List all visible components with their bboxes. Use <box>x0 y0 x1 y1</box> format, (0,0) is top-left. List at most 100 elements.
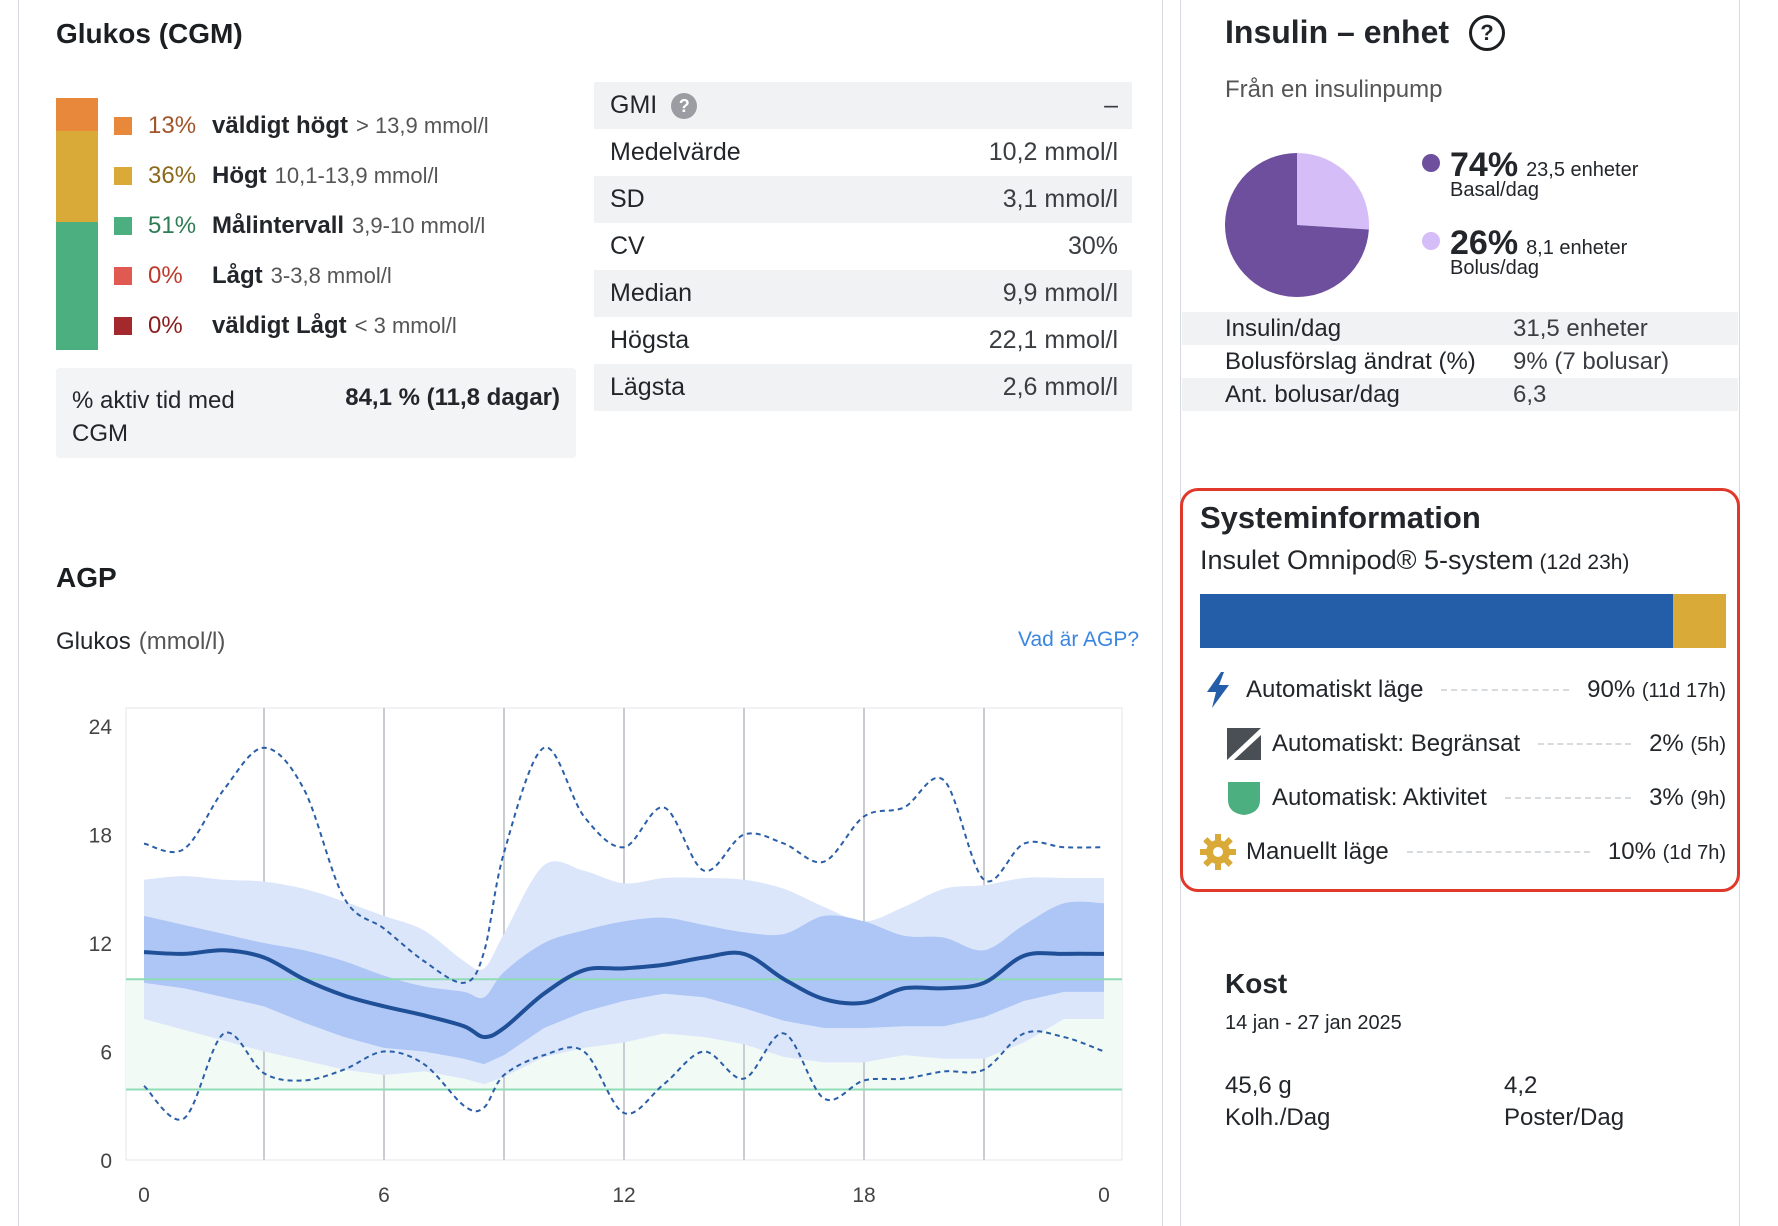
y-tick-label: 0 <box>100 1150 112 1173</box>
tir-row-very-high: 13% väldigt högt > 13,9 mmol/l <box>114 106 489 146</box>
insulin-row-value: 6,3 <box>1513 380 1547 408</box>
series-p95 <box>143 746 1105 984</box>
mode-share-bar <box>1200 594 1726 648</box>
mode-pct: 10% <box>1607 838 1656 865</box>
target-pct: 51% <box>148 212 197 239</box>
mode-row-manual: Manuellt läge 10% (1d 7h) <box>1200 830 1726 874</box>
mode-bar-manual <box>1673 594 1726 648</box>
system-device: Insulet Omnipod® 5-system (12d 23h) <box>1200 545 1629 576</box>
stat-value: 10,2 mmol/l <box>988 138 1118 166</box>
x-tick-label: 0 <box>138 1184 150 1207</box>
insulin-row: Ant. bolusar/dag 6,3 <box>1182 378 1738 411</box>
tir-segment-very-high <box>56 98 98 131</box>
very-high-range: > 13,9 mmol/l <box>355 113 489 138</box>
very-low-pct: 0% <box>148 312 183 339</box>
system-device-name: Insulet Omnipod® 5-system <box>1200 545 1534 575</box>
bolus-label: Bolus/dag <box>1450 257 1539 279</box>
stat-label: Median <box>610 279 692 307</box>
stat-value: 22,1 mmol/l <box>988 326 1118 354</box>
stat-label: Högsta <box>610 326 690 354</box>
stat-value: 30% <box>1067 232 1118 260</box>
insulin-row: Insulin/dag 31,5 enheter <box>1182 312 1738 345</box>
low-range: 3-3,8 mmol/l <box>270 263 392 288</box>
stat-label: Medelvärde <box>610 138 741 166</box>
y-tick-label: 24 <box>89 716 113 739</box>
high-swatch <box>114 167 132 185</box>
target-label: Målintervall <box>212 212 345 239</box>
stat-value: – <box>1104 91 1118 119</box>
high-label: Högt <box>212 162 267 189</box>
band-25-75 <box>144 901 1104 1065</box>
entries-stat: 4,2 Poster/Dag <box>1504 1070 1624 1134</box>
stat-value: 3,1 mmol/l <box>1002 185 1118 213</box>
stat-row-cv: CV 30% <box>594 223 1132 270</box>
series-p5 <box>143 1030 1105 1121</box>
stat-row-mean: Medelvärde 10,2 mmol/l <box>594 129 1132 176</box>
stat-label: SD <box>610 185 645 213</box>
high-range: 10,1-13,9 mmol/l <box>274 163 439 188</box>
low-pct: 0% <box>148 262 183 289</box>
system-duration: (12d 23h) <box>1539 551 1630 574</box>
pie-slice-basal <box>1225 153 1369 297</box>
tir-row-target: 51% Målintervall 3,9-10 mmol/l <box>114 206 485 246</box>
very-high-pct: 13% <box>148 112 197 139</box>
basal-legend: 74% 23,5 enheter Basal/dag <box>1422 146 1638 202</box>
system-info-title: Systeminformation <box>1200 500 1481 535</box>
mode-leader <box>1504 797 1632 799</box>
mode-leader <box>1406 851 1590 853</box>
agp-chart: 0 6 12 18 24 0 6 12 18 0 <box>89 707 1123 1207</box>
help-icon[interactable]: ? <box>671 93 698 120</box>
tir-row-high: 36% Högt 10,1-13,9 mmol/l <box>114 156 439 196</box>
basal-dot <box>1422 154 1440 172</box>
very-high-label: väldigt högt <box>212 112 348 139</box>
agp-ylabel: Glukos <box>56 628 131 655</box>
low-label: Lågt <box>212 262 263 289</box>
insulin-row-value: 31,5 enheter <box>1513 314 1648 342</box>
target-range: 3,9-10 mmol/l <box>352 213 486 238</box>
x-tick-label: 0 <box>1098 1184 1110 1207</box>
bolus-pct: 26% <box>1450 224 1519 262</box>
glucose-stats-table: GMI? – Medelvärde 10,2 mmol/l SD 3,1 mmo… <box>594 82 1132 411</box>
agp-axis-title: Glukos (mmol/l) <box>56 628 225 656</box>
insulin-subtitle: Från en insulinpump <box>1225 76 1443 103</box>
very-high-swatch <box>114 117 132 135</box>
insulin-row-label: Insulin/dag <box>1225 314 1342 342</box>
tir-segment-target <box>56 222 98 350</box>
very-low-swatch <box>114 317 132 335</box>
stat-label: GMI <box>610 91 658 119</box>
stat-value: 9,9 mmol/l <box>1002 279 1118 307</box>
entries-value: 4,2 <box>1504 1072 1538 1099</box>
diet-title: Kost <box>1225 968 1288 999</box>
cgm-active-box: % aktiv tid med CGM 84,1 % (11,8 dagar) <box>56 368 576 458</box>
tir-segment-high <box>56 131 98 222</box>
cgm-active-value: 84,1 % (11,8 dagar) <box>345 384 560 411</box>
stat-label: CV <box>610 232 645 260</box>
glucose-title: Glukos (CGM) <box>56 18 243 49</box>
mode-bar-automatic <box>1200 594 1674 648</box>
gear-icon <box>1200 834 1236 870</box>
series-median <box>143 948 1105 1040</box>
system-info-highlight <box>1180 488 1740 892</box>
entries-label: Poster/Dag <box>1504 1104 1625 1131</box>
lightning-icon <box>1200 672 1236 708</box>
stat-label: Lägsta <box>610 373 686 401</box>
carbs-stat: 45,6 g Kolh./Dag <box>1225 1070 1330 1134</box>
carbs-value: 45,6 g <box>1225 1072 1292 1099</box>
basal-pct: 74% <box>1450 146 1519 184</box>
pie-slice-bolus <box>1297 153 1369 230</box>
basal-label: Basal/dag <box>1450 179 1539 201</box>
mode-label: Manuellt läge <box>1246 838 1389 865</box>
question-icon[interactable]: ? <box>1469 14 1506 51</box>
mode-pct: 3% <box>1649 784 1684 811</box>
y-tick-label: 6 <box>100 1042 112 1065</box>
bolus-units: 8,1 enheter <box>1526 237 1628 259</box>
x-tick-label: 12 <box>612 1184 635 1207</box>
cgm-active-label: % aktiv tid med CGM <box>72 387 235 447</box>
agp-help-link[interactable]: Vad är AGP? <box>1018 628 1140 651</box>
agp-title: AGP <box>56 562 117 593</box>
mode-row-automatic: Automatiskt läge 90% (11d 17h) <box>1200 668 1726 712</box>
tir-row-low: 0% Lågt 3-3,8 mmol/l <box>114 256 392 296</box>
mode-time: (5h) <box>1690 734 1726 756</box>
insulin-row-label: Bolusförslag ändrat (%) <box>1225 347 1476 375</box>
limited-icon <box>1226 726 1262 762</box>
